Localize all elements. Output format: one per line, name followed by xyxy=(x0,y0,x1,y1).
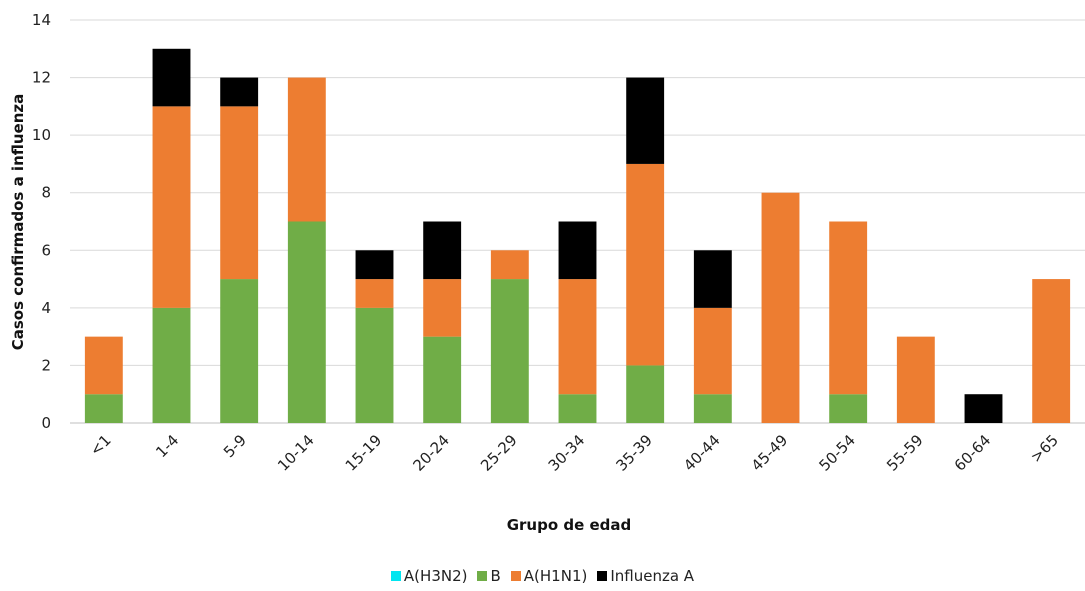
legend-label: B xyxy=(490,567,501,585)
y-tick-label: 10 xyxy=(32,126,51,144)
x-tick-label: 50-54 xyxy=(815,431,859,475)
bar-segment-a-h1n1 xyxy=(490,250,529,280)
bar-segment-b xyxy=(423,336,462,423)
y-tick-labels: 0 2 4 6 8 10 12 14 xyxy=(32,11,51,432)
x-tick-label: 35-39 xyxy=(612,431,656,475)
bar-segment-influenza-a xyxy=(693,250,732,308)
legend-label: Influenza A xyxy=(610,567,695,585)
bar-segment-influenza-a xyxy=(626,77,665,164)
bar-segment-a-h1n1 xyxy=(152,106,191,308)
bar-segment-a-h1n1 xyxy=(829,221,868,395)
legend-item: B xyxy=(477,567,501,585)
x-tick-labels: <1 1-4 5-9 10-14 15-19 20-24 25-29 30-34 35-39 40… xyxy=(86,431,1062,475)
y-tick-label: 4 xyxy=(41,299,51,317)
y-axis-title: Casos confirmados a influenza xyxy=(9,94,27,351)
bar-segment-influenza-a xyxy=(220,77,259,107)
x-tick-label: 15-19 xyxy=(342,431,386,475)
bar-segment-influenza-a xyxy=(355,250,394,280)
bar-segment-a-h1n1 xyxy=(626,163,665,366)
legend-swatch xyxy=(597,571,608,581)
bar-segment-a-h1n1 xyxy=(423,279,462,337)
legend-item: A(H3N2) xyxy=(390,567,468,585)
y-tick-label: 12 xyxy=(32,69,51,87)
bar-segment-influenza-a xyxy=(558,221,597,280)
x-tick-label: 20-24 xyxy=(409,431,453,475)
legend-swatch xyxy=(390,571,401,581)
bar-segment-a-h1n1 xyxy=(1032,279,1071,423)
legend-label: A(H3N2) xyxy=(403,567,468,585)
y-tick-label: 14 xyxy=(32,11,51,29)
x-tick-label: 1-4 xyxy=(152,431,182,461)
bar-segment-a-h1n1 xyxy=(220,106,259,280)
legend-label: A(H1N1) xyxy=(523,567,588,585)
bar-segment-a-h1n1 xyxy=(693,307,732,395)
bar-segment-b xyxy=(84,394,123,423)
bar-segment-b xyxy=(287,221,326,423)
legend: A(H3N2) B A(H1N1) Influenza A xyxy=(0,567,1085,585)
y-tick-label: 6 xyxy=(41,241,51,259)
x-tick-label: <1 xyxy=(86,431,114,459)
x-axis-title: Grupo de edad xyxy=(507,516,632,534)
y-tick-label: 0 xyxy=(41,414,51,432)
x-tick-label: 45-49 xyxy=(748,431,792,475)
x-tick-label: 5-9 xyxy=(220,431,250,461)
bar-segment-b xyxy=(220,279,259,423)
x-tick-label: 30-34 xyxy=(545,431,589,475)
bar-segment-b xyxy=(355,307,394,423)
bar-segment-a-h1n1 xyxy=(84,336,123,395)
bar-segment-a-h1n1 xyxy=(558,279,597,395)
bars xyxy=(84,48,1071,423)
x-tick-label: 25-29 xyxy=(477,431,521,475)
bar-segment-a-h1n1 xyxy=(287,77,326,222)
bar-segment-influenza-a xyxy=(152,48,191,107)
x-tick-label: 55-59 xyxy=(883,431,927,475)
bar-segment-a-h1n1 xyxy=(761,192,800,423)
legend-item: A(H1N1) xyxy=(510,567,588,585)
x-tick-label: 40-44 xyxy=(680,431,724,475)
bar-segment-a-h1n1 xyxy=(355,279,394,308)
y-tick-label: 2 xyxy=(41,356,51,374)
legend-swatch xyxy=(477,571,488,581)
bar-segment-b xyxy=(626,365,665,423)
bar-segment-b xyxy=(693,394,732,423)
bar-segment-b xyxy=(490,279,529,423)
bar-segment-b xyxy=(558,394,597,423)
x-tick-label: 60-64 xyxy=(951,431,995,475)
bar-segment-b xyxy=(152,307,191,423)
bar-segment-influenza-a xyxy=(423,221,462,280)
y-tick-label: 8 xyxy=(41,184,51,202)
bar-segment-influenza-a xyxy=(964,394,1003,423)
bar-segment-a-h1n1 xyxy=(896,336,935,423)
bar-segment-b xyxy=(829,394,868,423)
legend-item: Influenza A xyxy=(597,567,694,585)
x-tick-label: >65 xyxy=(1027,431,1062,466)
x-tick-label: 10-14 xyxy=(274,431,318,475)
legend-swatch xyxy=(510,571,521,581)
